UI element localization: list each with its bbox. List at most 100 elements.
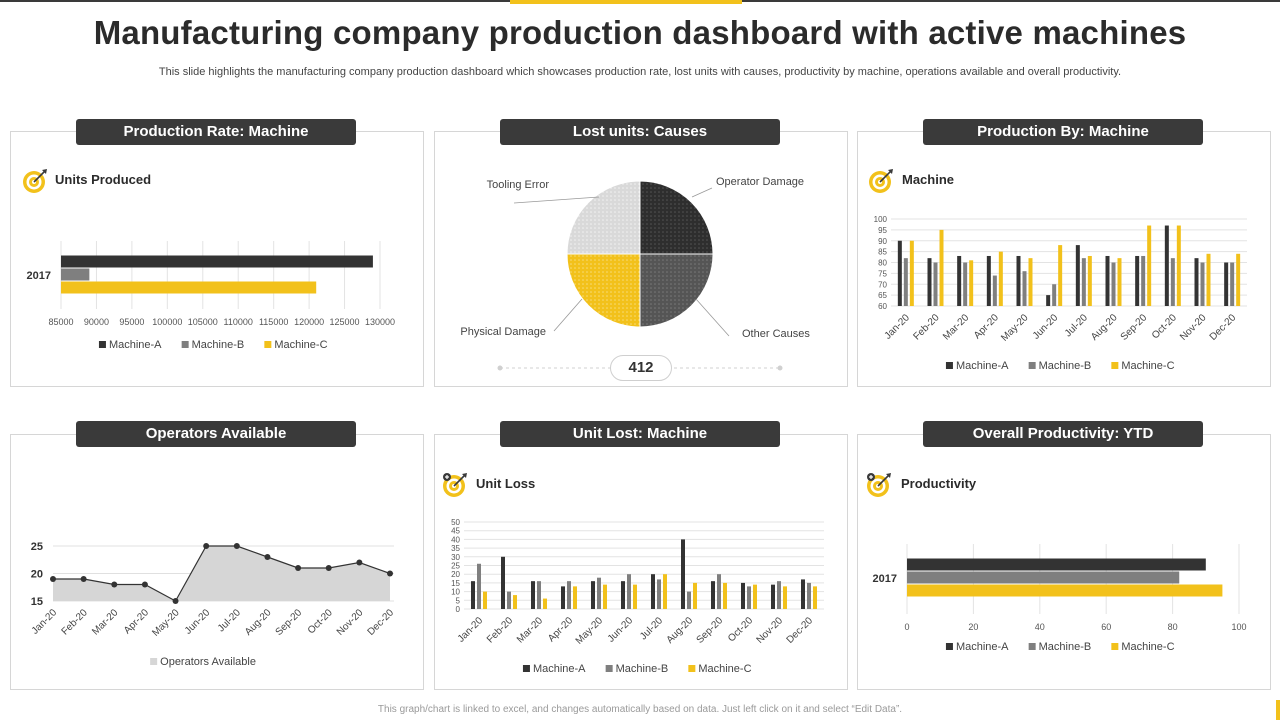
production-by-bar [1075,245,1080,306]
x-tick-label: Aug-20 [1089,312,1120,343]
y-tick-label: 95 [878,226,887,235]
x-tick-label: 130000 [365,317,395,327]
operators-point [141,581,148,588]
operators-point [264,554,271,560]
y-tick-label: 70 [878,280,887,289]
pie-slice [639,253,714,328]
operators-point [80,576,87,582]
unit-lost-bar [477,563,481,609]
unit-lost-bar [723,582,727,609]
unit-lost-bar [621,581,625,609]
unit-lost-bar [483,591,487,609]
legend-swatch [688,665,696,672]
x-tick-label: Apr-20 [546,615,575,644]
y-tick-label: 60 [878,302,887,311]
production-by-bar [1170,258,1175,306]
y-tick-label: 100 [874,215,888,224]
production-by-bar [1230,262,1235,306]
x-tick-label: Jul-20 [1063,312,1090,339]
y-tick-label: 5 [456,596,461,605]
production-by-subtitle: Machine [902,172,955,187]
unit-lost-bar [633,584,637,609]
legend-label: Machine-B [1039,360,1092,372]
pie-leader-line [695,298,730,337]
legend-swatch [98,341,106,348]
legend-label: Machine-B [1039,641,1092,653]
y-tick-label: 85 [878,248,887,257]
production-by-bar [909,240,914,306]
x-tick-label: Oct-20 [306,607,335,636]
unit-lost-bar [501,556,505,609]
legend-swatch [1111,643,1119,650]
x-tick-label: Mar-20 [90,607,120,637]
unit-lost-bar [801,579,805,609]
unit-lost-bar [681,539,685,609]
unit-lost-bar [753,584,757,609]
production-by-bar [1135,255,1140,306]
x-tick-label: 100 [1231,622,1246,632]
production-by-bar [1200,262,1205,306]
production-by-bar [1236,253,1241,306]
production-by-bar [1147,225,1152,306]
legend-label: Machine-C [698,663,751,675]
pie-label: Physical Damage [460,326,546,338]
pie-slice [566,180,641,255]
unit-lost-bar [693,582,697,609]
x-tick-label: Jul-20 [638,615,665,642]
productivity-subtitle: Productivity [901,476,977,491]
x-tick-label: Aug-20 [243,607,274,638]
production-rate-title: Production Rate: Machine [76,119,356,145]
y-tick-label: 50 [451,518,460,527]
productivity-bar-machine-a [907,558,1206,571]
productivity-title: Overall Productivity: YTD [923,421,1203,447]
corner-accent [1276,700,1280,720]
legend-label: Machine-C [1121,360,1174,372]
operators-point [111,581,118,588]
legend-swatch [522,665,530,672]
y-tick-label: 15 [31,596,43,608]
y-tick-label: 65 [878,291,887,300]
x-tick-label: Mar-20 [515,615,545,645]
unit-lost-bar [513,595,517,609]
lost-units-chart: Operator Damage Other Causes Physical Dama… [460,176,810,371]
legend-swatch [1028,643,1036,650]
production-by-bar [1176,225,1181,306]
x-tick-label: Feb-20 [60,607,90,637]
target-icon [23,169,47,193]
category-label: 2017 [873,573,897,585]
production-by-bar [1052,284,1057,306]
y-tick-label: 40 [451,535,460,544]
production-by-bar [1087,255,1092,306]
operators-chart: 15 20 25 Jan-20 Feb-20 Mar-20 Apr-20 May-20 Jun-… [30,541,397,668]
x-tick-label: Oct-20 [1150,312,1179,341]
unit-lost-bar [603,584,607,609]
unit-lost-bar [783,586,787,609]
production-by-bar [1117,258,1122,306]
x-tick-label: 105000 [188,317,218,327]
unit-lost-bar [651,574,655,609]
pie-leader-line [513,196,600,204]
operators-area [53,546,390,601]
x-tick-label: Nov-20 [755,615,786,646]
x-tick-label: May-20 [150,607,182,639]
legend-label: Operators Available [160,656,256,668]
x-tick-label: Sep-20 [695,615,726,646]
production-by-bar [992,275,997,306]
productivity-bar-machine-c [907,584,1223,597]
production-by-bar [1081,258,1086,306]
legend-label: Machine-A [956,641,1009,653]
operators-point [325,565,332,571]
y-tick-label: 75 [878,269,887,278]
x-tick-label: 40 [1035,622,1045,632]
legend-swatch [150,658,158,665]
unit-lost-bar [663,574,667,609]
top-accent-line [0,0,1280,4]
x-tick-label: 110000 [224,317,253,327]
y-tick-label: 20 [451,570,460,579]
unit-lost-bar [567,581,571,609]
y-tick-label: 0 [456,605,461,614]
x-tick-label: Apr-20 [122,607,151,636]
page-subtitle: This slide highlights the manufacturing … [158,66,1122,78]
